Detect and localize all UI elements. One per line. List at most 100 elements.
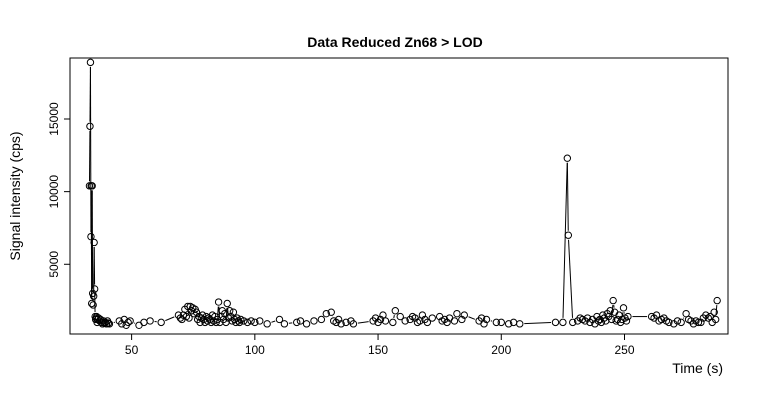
data-point xyxy=(389,318,397,327)
series-segment xyxy=(566,162,569,231)
series-segment xyxy=(165,316,175,322)
y-axis: 5000 10000 15000 xyxy=(47,102,71,278)
data-point xyxy=(497,318,505,327)
data-point xyxy=(104,319,113,327)
x-tick-label: 250 xyxy=(614,343,634,357)
data-point xyxy=(381,317,390,325)
series-segment xyxy=(524,322,552,325)
data-point xyxy=(88,182,96,190)
data-point xyxy=(90,285,99,293)
y-tick-label: 15000 xyxy=(47,102,61,136)
plot-frame xyxy=(69,57,729,335)
data-point xyxy=(342,318,350,327)
y-tick-label: 10000 xyxy=(47,175,61,209)
data-point xyxy=(310,317,318,325)
data-point xyxy=(243,318,252,327)
data-point xyxy=(184,302,192,311)
data-point xyxy=(619,304,628,312)
x-tick-label: 150 xyxy=(368,343,388,357)
x-tick-label: 100 xyxy=(245,343,265,357)
data-point xyxy=(146,317,154,325)
data-point xyxy=(251,318,259,327)
data-point xyxy=(622,317,631,325)
data-point xyxy=(677,318,685,327)
y-axis-label: Signal intensity (cps) xyxy=(7,131,23,260)
data-point xyxy=(302,320,311,328)
data-point xyxy=(87,232,95,241)
data-point xyxy=(460,311,469,319)
series-segment xyxy=(217,306,219,316)
data-point xyxy=(89,301,97,309)
data-point xyxy=(418,311,427,319)
data-point xyxy=(296,317,305,325)
data-point xyxy=(504,320,513,328)
data-point xyxy=(192,308,201,316)
data-point xyxy=(694,318,703,327)
series-segment xyxy=(357,321,369,324)
data-point xyxy=(86,58,95,67)
data-point xyxy=(240,317,248,325)
series-layer xyxy=(85,58,721,329)
data-point xyxy=(609,296,617,305)
data-point xyxy=(396,312,404,321)
data-point xyxy=(665,318,673,327)
data-point xyxy=(322,309,330,318)
data-point xyxy=(428,314,436,322)
series-segment xyxy=(468,316,476,320)
data-point xyxy=(101,318,110,327)
data-point xyxy=(371,314,380,322)
data-point xyxy=(275,315,284,324)
data-point xyxy=(349,320,358,328)
data-point xyxy=(124,318,132,327)
data-point xyxy=(711,315,720,324)
data-point xyxy=(89,292,98,300)
data-point xyxy=(401,317,409,325)
data-point xyxy=(280,320,289,328)
data-point xyxy=(492,318,501,327)
data-point xyxy=(263,320,271,328)
data-point xyxy=(710,308,718,316)
data-point xyxy=(713,296,721,305)
data-point xyxy=(256,317,264,325)
data-point xyxy=(563,154,572,162)
data-point xyxy=(443,318,451,327)
data-point xyxy=(157,318,165,327)
data-point xyxy=(229,308,238,316)
data-point xyxy=(247,317,255,325)
data-point xyxy=(453,309,461,318)
data-point xyxy=(559,318,567,327)
data-point xyxy=(105,320,114,328)
x-tick-label: 200 xyxy=(491,343,511,357)
data-point xyxy=(327,308,335,316)
data-point xyxy=(697,318,705,327)
data-point xyxy=(337,320,345,328)
y-tick-label: 5000 xyxy=(47,251,61,278)
data-point xyxy=(569,318,577,327)
data-point xyxy=(126,317,134,325)
data-point xyxy=(704,314,712,322)
data-point xyxy=(480,320,488,328)
data-point xyxy=(223,299,231,308)
data-point xyxy=(86,122,94,130)
data-point xyxy=(551,318,560,327)
data-point xyxy=(198,311,207,319)
data-point xyxy=(450,317,459,325)
data-point xyxy=(423,318,432,327)
data-point xyxy=(583,314,592,322)
data-point xyxy=(140,318,148,327)
data-point xyxy=(606,307,614,315)
data-point xyxy=(87,299,96,308)
data-point xyxy=(516,320,524,328)
series-segment xyxy=(271,320,276,323)
data-point xyxy=(624,312,632,321)
data-point xyxy=(482,315,491,324)
data-point xyxy=(564,231,573,239)
series-segment xyxy=(562,162,568,318)
series-segment xyxy=(393,315,395,319)
chart-title: Data Reduced Zn68 > LOD xyxy=(307,34,482,50)
x-tick-label: 50 xyxy=(125,343,139,357)
data-point xyxy=(673,317,682,325)
data-point xyxy=(293,318,301,327)
x-axis: 50 100 150 200 250 xyxy=(125,333,635,357)
